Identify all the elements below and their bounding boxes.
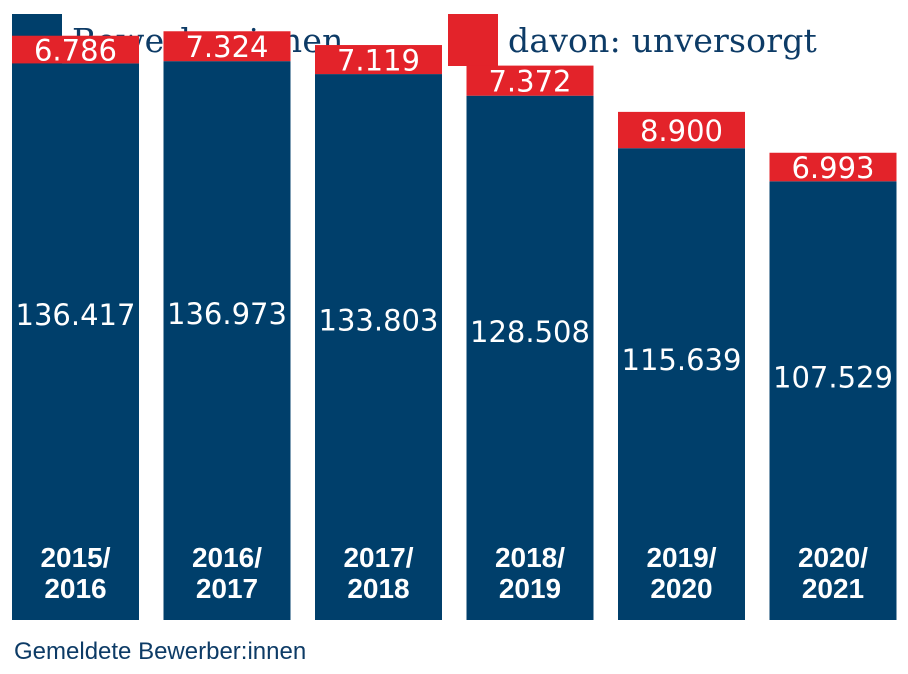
- label-unversorgt-1: 7.324: [185, 30, 268, 64]
- legend-swatch-unversorgt: [448, 14, 498, 66]
- label-bewerber-4: 115.639: [622, 343, 742, 377]
- category-label-4-line2: 2020: [650, 573, 712, 604]
- category-label-5-line2: 2021: [802, 573, 864, 604]
- bar-unversorgt-1: [163, 31, 291, 62]
- category-label-5-line1: 2020/: [798, 542, 868, 573]
- category-label-2-line2: 2018: [347, 573, 409, 604]
- label-unversorgt-3: 7.372: [488, 65, 571, 99]
- label-bewerber-0: 136.417: [16, 298, 136, 332]
- label-unversorgt-2: 7.119: [337, 44, 420, 78]
- bar-bewerber-4: [618, 148, 745, 621]
- bar-unversorgt-4: [618, 111, 745, 149]
- legend-item-unversorgt: davon: unversorgt: [448, 14, 817, 66]
- category-label-3-line1: 2018/: [495, 542, 565, 573]
- legend-label-unversorgt: davon: unversorgt: [508, 20, 817, 60]
- label-unversorgt-4: 8.900: [640, 114, 723, 148]
- bar-bewerber-1: [163, 61, 291, 621]
- category-label-1-line1: 2016/: [192, 542, 262, 573]
- bar-bewerber-5: [769, 181, 897, 620]
- bar-bewerber-0: [12, 63, 139, 620]
- bar-unversorgt-3: [466, 65, 594, 96]
- bar-unversorgt-5: [769, 152, 897, 182]
- category-label-0-line1: 2015/: [40, 542, 110, 573]
- category-label-0-line2: 2016: [44, 573, 106, 604]
- label-unversorgt-5: 6.993: [791, 151, 874, 185]
- category-label-3-line2: 2019: [499, 573, 561, 604]
- label-bewerber-1: 136.973: [167, 297, 287, 331]
- label-bewerber-2: 133.803: [319, 304, 439, 338]
- label-bewerber-5: 107.529: [773, 360, 893, 394]
- bar-bewerber-2: [315, 74, 442, 621]
- category-label-4-line1: 2019/: [646, 542, 716, 573]
- bar-unversorgt-0: [12, 35, 139, 64]
- category-label-2-line1: 2017/: [343, 542, 413, 573]
- label-unversorgt-0: 6.786: [34, 34, 117, 68]
- label-bewerber-3: 128.508: [470, 315, 590, 349]
- category-label-1-line2: 2017: [196, 573, 258, 604]
- bar-bewerber-3: [466, 95, 594, 620]
- bar-unversorgt-2: [315, 45, 442, 75]
- chart-footnote: Gemeldete Bewerber:innen: [14, 638, 307, 665]
